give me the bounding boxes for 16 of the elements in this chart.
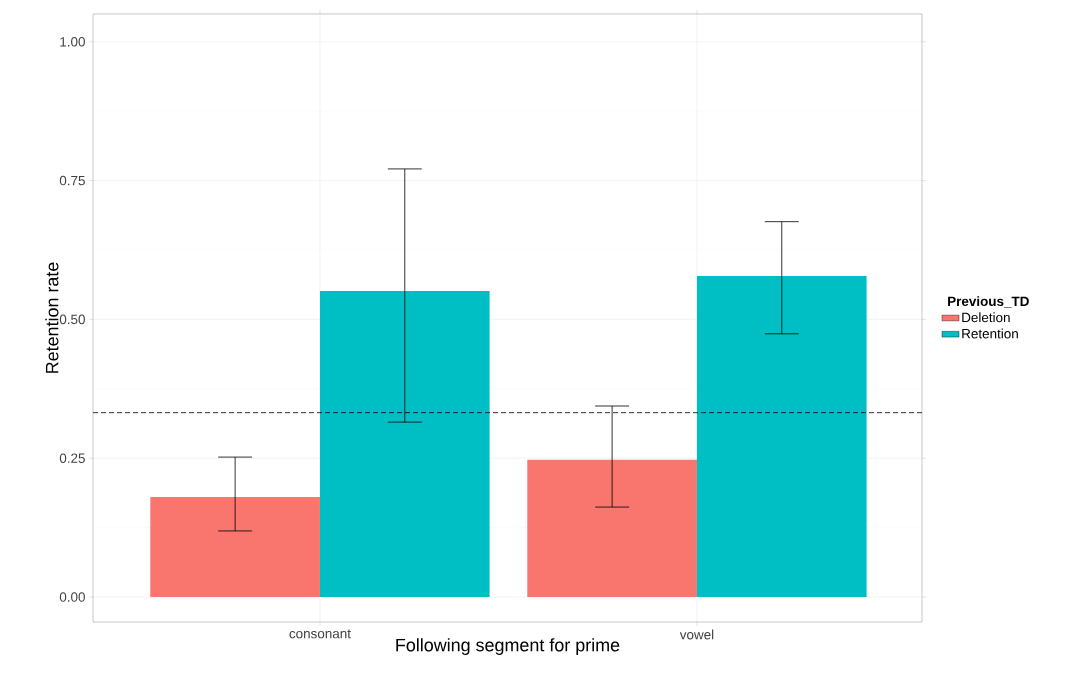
y-axis-title: Retention rate: [45, 262, 59, 373]
legend-title: Previous_TD: [948, 296, 1029, 308]
y-tick-label: 1.00: [60, 36, 85, 47]
y-tick-label: 0.00: [59, 592, 85, 602]
y-tick-label: 0.75: [59, 175, 85, 186]
x-tick-label: vowel: [679, 629, 714, 640]
x-tick-label: consonant: [289, 629, 351, 639]
bar: [319, 291, 490, 598]
bar: [150, 497, 320, 598]
x-axis-title: Following segment for prime: [396, 638, 620, 655]
y-tick-label: 0.50: [59, 314, 85, 325]
legend-label: Deletion: [962, 312, 1010, 323]
y-tick-label: 0.25: [59, 453, 85, 463]
legend-label: Retention: [962, 328, 1018, 339]
bar: [527, 459, 697, 598]
bar: [696, 276, 867, 598]
